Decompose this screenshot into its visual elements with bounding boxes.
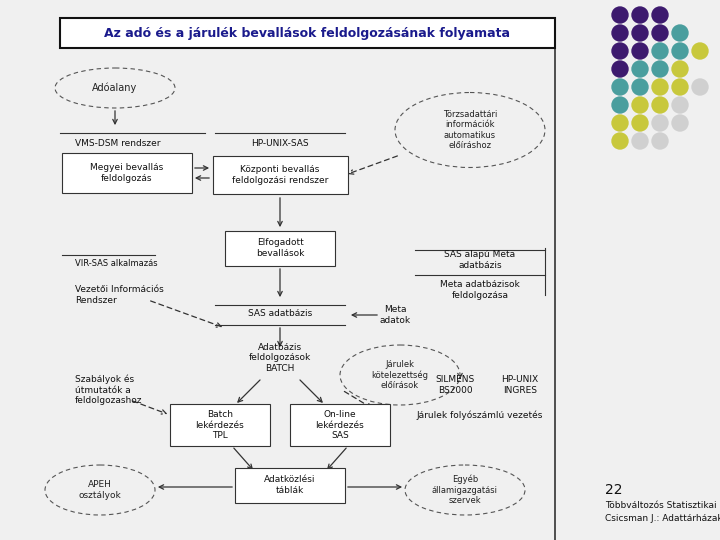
Text: VIR-SAS alkalmazás: VIR-SAS alkalmazás xyxy=(75,259,158,267)
Circle shape xyxy=(652,79,668,95)
Text: Adatközlési
táblák: Adatközlési táblák xyxy=(264,475,316,495)
Circle shape xyxy=(612,97,628,113)
Bar xyxy=(235,468,345,503)
Circle shape xyxy=(652,43,668,59)
Text: Törzsadattári
információk
automatikus
előíráshoz: Törzsadattári információk automatikus el… xyxy=(443,110,498,150)
Text: Batch
lekérdezés
TPL: Batch lekérdezés TPL xyxy=(196,410,244,440)
Circle shape xyxy=(632,133,648,149)
Circle shape xyxy=(672,97,688,113)
Bar xyxy=(170,404,270,446)
Circle shape xyxy=(652,133,668,149)
Circle shape xyxy=(692,79,708,95)
Text: Szabályok és
útmutatók a
feldolgozashoz: Szabályok és útmutatók a feldolgozashoz xyxy=(75,375,143,405)
Text: Járulek folyószámlú vezetés: Járulek folyószámlú vezetés xyxy=(417,410,543,420)
Text: Az adó és a járulék bevallások feldolgozásának folyamata: Az adó és a járulék bevallások feldolgoz… xyxy=(104,26,510,39)
Text: Meta
adatok: Meta adatok xyxy=(379,305,410,325)
Text: SILMENS
BS2000: SILMENS BS2000 xyxy=(436,375,474,395)
Circle shape xyxy=(672,25,688,41)
Circle shape xyxy=(632,79,648,95)
Text: Csicsman J.: Adattárházak-adatelemzés: Csicsman J.: Adattárházak-adatelemzés xyxy=(605,513,720,523)
Circle shape xyxy=(612,79,628,95)
Circle shape xyxy=(672,61,688,77)
Circle shape xyxy=(652,25,668,41)
Circle shape xyxy=(692,43,708,59)
Bar xyxy=(212,156,348,194)
Text: On-line
lekérdezés
SAS: On-line lekérdezés SAS xyxy=(315,410,364,440)
Text: Vezetői Információs
Rendszer: Vezetői Információs Rendszer xyxy=(75,285,163,305)
Text: APEH
osztályok: APEH osztályok xyxy=(78,480,122,500)
Text: Járulek
kötelezettség
előírások: Járulek kötelezettség előírások xyxy=(372,360,428,390)
Text: 22: 22 xyxy=(605,483,623,497)
Text: Központi bevallás
feldolgozási rendszer: Központi bevallás feldolgozási rendszer xyxy=(232,165,328,185)
Circle shape xyxy=(612,7,628,23)
Bar xyxy=(60,18,555,48)
Circle shape xyxy=(632,115,648,131)
Text: Adóalany: Adóalany xyxy=(92,83,138,93)
Circle shape xyxy=(632,7,648,23)
Circle shape xyxy=(652,115,668,131)
Circle shape xyxy=(612,43,628,59)
Text: HP-UNIX
INGRES: HP-UNIX INGRES xyxy=(501,375,539,395)
Text: Többváltozós Statisztikai Modellezés: Többváltozós Statisztikai Modellezés xyxy=(605,502,720,510)
Circle shape xyxy=(632,43,648,59)
Text: Meta adatbázisok
feldolgozása: Meta adatbázisok feldolgozása xyxy=(440,280,520,300)
Text: HP-UNIX-SAS: HP-UNIX-SAS xyxy=(251,138,309,147)
Text: SAS adatbázis: SAS adatbázis xyxy=(248,309,312,319)
Bar xyxy=(225,231,335,266)
Circle shape xyxy=(612,25,628,41)
Circle shape xyxy=(672,43,688,59)
Circle shape xyxy=(612,115,628,131)
Circle shape xyxy=(652,61,668,77)
Bar xyxy=(290,404,390,446)
Circle shape xyxy=(612,133,628,149)
Text: Megyei bevallás
feldolgozás: Megyei bevallás feldolgozás xyxy=(91,163,163,183)
Circle shape xyxy=(632,97,648,113)
Circle shape xyxy=(652,7,668,23)
Circle shape xyxy=(652,97,668,113)
Text: Egyéb
államigazgatási
szervek: Egyéb államigazgatási szervek xyxy=(432,475,498,505)
Circle shape xyxy=(632,25,648,41)
Text: SAS alapú Meta
adatbázis: SAS alapú Meta adatbázis xyxy=(444,251,516,269)
Text: VMS-DSM rendszer: VMS-DSM rendszer xyxy=(75,138,161,147)
Circle shape xyxy=(632,61,648,77)
Circle shape xyxy=(672,115,688,131)
Bar xyxy=(62,153,192,193)
Circle shape xyxy=(672,79,688,95)
Text: Adatbázis
feldolgozások
BATCH: Adatbázis feldolgozások BATCH xyxy=(249,343,311,373)
Text: Elfogadott
bevallások: Elfogadott bevallások xyxy=(256,238,304,258)
Circle shape xyxy=(612,61,628,77)
